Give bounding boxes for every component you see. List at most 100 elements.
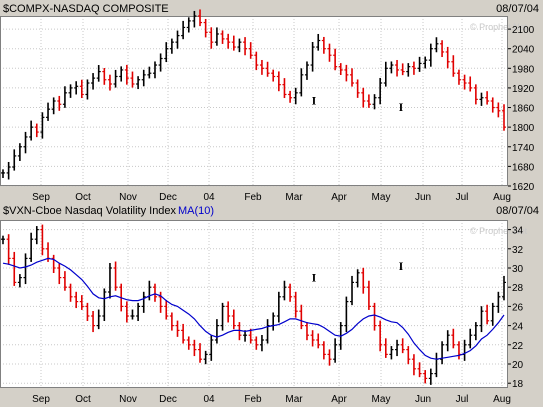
price-bar bbox=[473, 84, 478, 105]
price-bar bbox=[124, 64, 129, 85]
price-bar bbox=[62, 271, 67, 291]
price-bar bbox=[40, 112, 45, 139]
price-bar bbox=[406, 63, 411, 77]
price-bar bbox=[175, 320, 180, 337]
price-bar bbox=[12, 149, 17, 171]
price-bar bbox=[248, 42, 253, 59]
price-bar bbox=[440, 341, 445, 365]
x-tick-label: May bbox=[372, 394, 391, 405]
price-bar bbox=[243, 37, 248, 56]
price-bar bbox=[259, 335, 264, 352]
price-bar bbox=[473, 322, 478, 341]
price-bar bbox=[299, 304, 304, 330]
price-bar bbox=[321, 36, 326, 54]
price-bar bbox=[141, 291, 146, 313]
price-bar bbox=[102, 288, 107, 321]
x-tick-label: Mar bbox=[285, 394, 303, 405]
price-bar bbox=[361, 87, 366, 108]
price-bar bbox=[51, 254, 56, 273]
price-bar bbox=[310, 42, 315, 72]
price-bar bbox=[181, 20, 186, 40]
price-bar bbox=[192, 10, 197, 28]
price-bar bbox=[34, 226, 39, 245]
price-bar bbox=[57, 263, 62, 285]
price-bar bbox=[203, 350, 208, 365]
price-bar bbox=[378, 77, 383, 105]
price-bar bbox=[265, 61, 270, 77]
price-bar bbox=[141, 69, 146, 87]
price-bar bbox=[485, 91, 490, 105]
price-bar bbox=[124, 301, 129, 323]
price-bar bbox=[74, 81, 79, 95]
bottom-chart-date: 08/07/04 bbox=[496, 205, 539, 217]
price-bar bbox=[40, 224, 45, 256]
price-bar bbox=[372, 94, 377, 110]
price-bar bbox=[344, 296, 349, 333]
x-tick-label: Jul bbox=[456, 192, 469, 203]
price-bar bbox=[316, 333, 321, 349]
x-tick-label: Jun bbox=[415, 394, 431, 405]
price-bar bbox=[91, 73, 96, 90]
price-bar bbox=[428, 368, 433, 385]
price-bar bbox=[490, 302, 495, 326]
annotation-marker: I bbox=[399, 100, 404, 114]
bottom-moving-average bbox=[2, 257, 505, 360]
top-watermark: © Prophet.Net bbox=[470, 22, 528, 32]
price-bar bbox=[344, 64, 349, 82]
price-bar bbox=[417, 362, 422, 378]
price-bar bbox=[231, 309, 236, 330]
price-bar bbox=[383, 61, 388, 87]
bottom-watermark: © Prophet.Net bbox=[470, 226, 528, 236]
top-price-bars bbox=[1, 9, 506, 180]
price-bar bbox=[136, 302, 141, 321]
price-bar bbox=[147, 66, 152, 79]
price-bar bbox=[198, 9, 203, 27]
price-bar bbox=[327, 349, 332, 366]
price-bar bbox=[310, 330, 315, 347]
price-bar bbox=[389, 61, 394, 74]
price-bar bbox=[434, 37, 439, 53]
price-bar bbox=[91, 311, 96, 333]
top-grid bbox=[0, 16, 508, 187]
y-tick-label: 1980 bbox=[512, 64, 535, 75]
price-bar bbox=[57, 95, 62, 111]
price-bar bbox=[366, 280, 371, 310]
price-bar bbox=[400, 63, 405, 76]
price-bar bbox=[456, 69, 461, 85]
price-bar bbox=[220, 30, 225, 44]
price-bar bbox=[107, 74, 112, 91]
y-tick-label: 1800 bbox=[512, 123, 535, 134]
price-bar bbox=[23, 253, 28, 285]
price-bar bbox=[462, 74, 467, 90]
price-bar bbox=[203, 18, 208, 38]
price-bar bbox=[198, 343, 203, 363]
y-tick-label: 28 bbox=[512, 283, 524, 294]
price-bar bbox=[445, 330, 450, 352]
price-bar bbox=[107, 263, 112, 299]
bottom-grid bbox=[0, 220, 508, 388]
price-bar bbox=[51, 97, 56, 115]
price-bar bbox=[327, 43, 332, 62]
y-tick-label: 26 bbox=[512, 302, 524, 313]
price-bar bbox=[102, 68, 107, 85]
price-bar bbox=[496, 102, 501, 118]
x-tick-label: Dec bbox=[159, 192, 177, 203]
annotation-marker: I bbox=[312, 93, 317, 107]
price-bar bbox=[361, 267, 366, 294]
price-bar bbox=[259, 59, 264, 75]
price-bar bbox=[378, 320, 383, 352]
price-bar bbox=[130, 71, 135, 88]
x-tick-label: Dec bbox=[159, 394, 177, 405]
price-bar bbox=[209, 27, 214, 49]
x-tick-label: Feb bbox=[244, 192, 262, 203]
price-bar bbox=[417, 56, 422, 72]
bottom-annotations: II bbox=[312, 259, 404, 285]
price-bar bbox=[490, 97, 495, 113]
price-bar bbox=[96, 309, 101, 330]
bottom-price-bars bbox=[1, 224, 506, 385]
price-bar bbox=[350, 275, 355, 306]
price-bar bbox=[411, 354, 416, 376]
y-tick-label: 1620 bbox=[512, 182, 535, 193]
price-bar bbox=[502, 104, 506, 131]
